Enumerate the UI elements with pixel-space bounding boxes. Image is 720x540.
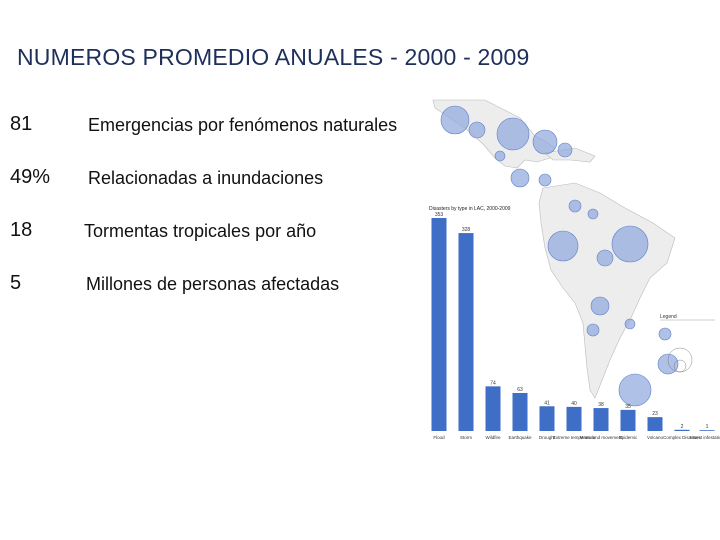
stat-label-emergencies: Emergencias por fenómenos naturales bbox=[88, 115, 398, 135]
bar-category-label: Insect infestation bbox=[690, 435, 720, 440]
bar-value-label: 23 bbox=[652, 411, 658, 417]
bar-complex-disasters bbox=[674, 429, 690, 431]
legend-title: Legend bbox=[660, 314, 677, 320]
bar-value-label: 41 bbox=[544, 400, 550, 406]
bar-value-label: 2 bbox=[681, 424, 684, 430]
stat-label-storms: Tormentas tropicales por año bbox=[84, 221, 317, 241]
bar-value-label: 63 bbox=[517, 387, 523, 393]
slide-title: NUMEROS PROMEDIO ANUALES - 2000 - 2009 bbox=[17, 44, 530, 70]
chart-title: Disasters by type in LAC, 2000-2009 bbox=[429, 206, 511, 212]
bar-category-label: Wildfire bbox=[485, 435, 500, 440]
bar-value-label: 74 bbox=[490, 380, 496, 386]
bar-value-label: 353 bbox=[435, 212, 444, 218]
bar-category-label: Storm bbox=[460, 435, 472, 440]
map-legend: Legend bbox=[660, 314, 715, 373]
stat-label-floods: Relacionadas a inundaciones bbox=[88, 168, 324, 188]
stat-value-emergencies: 81 bbox=[10, 113, 33, 135]
bar-value-label: 1 bbox=[706, 424, 709, 430]
bar-category-label: Complex Disasters bbox=[663, 435, 702, 440]
bar-flood bbox=[431, 218, 447, 431]
bar-value-label: 35 bbox=[625, 404, 631, 410]
bar-storm bbox=[458, 233, 474, 431]
watermark bbox=[14, 508, 19, 526]
bar-insect-infestation bbox=[699, 430, 715, 431]
stat-value-affected: 5 bbox=[10, 272, 22, 294]
bar-category-label: Mass land movement bbox=[580, 435, 624, 440]
bar-category-label: Extreme temperature bbox=[553, 435, 596, 440]
bar-category-label: Earthquake bbox=[508, 435, 532, 440]
bar-category-label: Volcano bbox=[647, 435, 664, 440]
bar-value-label: 40 bbox=[571, 401, 577, 407]
disaster-map-figure: Legend Disasters by type in LAC, 2000-20… bbox=[429, 99, 720, 440]
bar-chart: 353 Flood 328 Storm 74 Wildfire 63 Earthquake 41… bbox=[431, 212, 720, 440]
bar-mass-land-movement bbox=[593, 408, 609, 431]
bar-volcano bbox=[647, 417, 663, 431]
bar-epidemic bbox=[620, 409, 636, 431]
bar-category-label: Flood bbox=[433, 435, 445, 440]
bar-value-label: 38 bbox=[598, 402, 604, 408]
bar-value-label: 328 bbox=[462, 227, 471, 233]
bar-earthquake bbox=[512, 392, 528, 431]
bar-drought bbox=[539, 406, 555, 431]
stat-value-floods: 49% bbox=[10, 166, 51, 188]
stat-value-storms: 18 bbox=[10, 219, 33, 241]
bar-wildfire bbox=[485, 386, 501, 431]
bar-category-label: Drought bbox=[539, 435, 556, 440]
map-bubbles bbox=[440, 105, 679, 407]
bar-extreme-temperature bbox=[566, 406, 582, 431]
stat-label-affected: Millones de personas afectadas bbox=[86, 274, 340, 294]
bar-category-label: Epidemic bbox=[619, 435, 638, 440]
